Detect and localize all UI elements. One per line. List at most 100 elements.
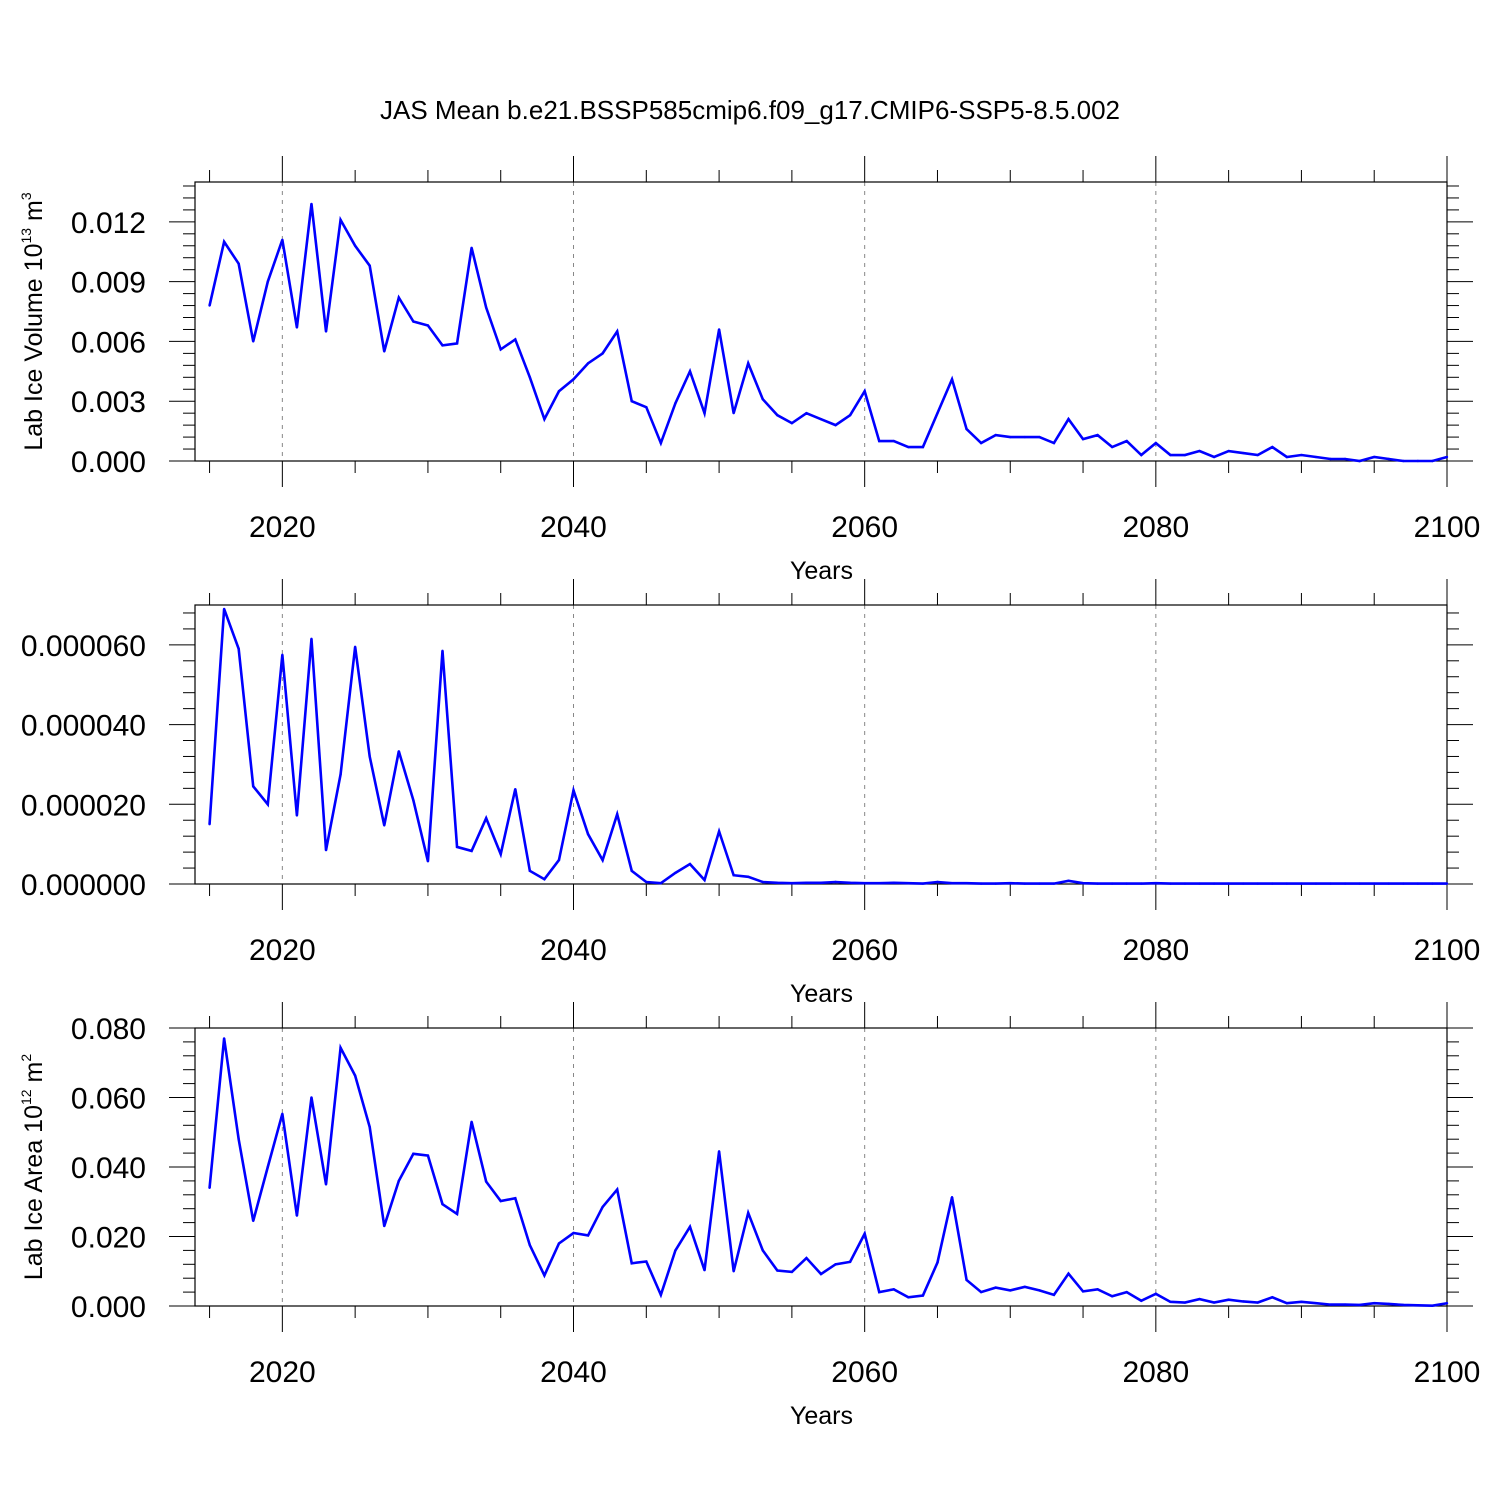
data-point	[994, 1286, 997, 1289]
data-point	[470, 246, 473, 249]
data-point	[222, 1037, 226, 1040]
data-point	[455, 1212, 459, 1216]
data-point	[921, 882, 925, 885]
data-point	[936, 1261, 939, 1264]
data-point	[615, 1188, 619, 1191]
data-point	[252, 340, 255, 343]
data-point	[1445, 1302, 1449, 1305]
data-point	[703, 878, 706, 882]
data-point	[732, 1270, 735, 1273]
data-point	[455, 342, 459, 345]
plot-frame	[194, 1027, 1448, 1307]
data-point	[484, 306, 488, 309]
series-line-volume	[208, 203, 1448, 463]
data-point	[1271, 1296, 1274, 1299]
data-point	[499, 348, 502, 351]
data-point	[1198, 1297, 1201, 1301]
data-point	[1052, 882, 1056, 885]
panel-thickness: 2020 2040 2060 2080 2100 0.000000 0.000020 0.00…	[21, 579, 1480, 1008]
data-point	[1402, 882, 1405, 885]
data-point	[1416, 882, 1420, 885]
data-point	[1285, 882, 1289, 885]
data-point	[1110, 882, 1114, 885]
data-point	[310, 1096, 313, 1099]
data-point	[761, 880, 764, 884]
data-point	[659, 441, 663, 445]
data-point	[703, 411, 706, 415]
data-point	[1081, 437, 1085, 441]
data-point	[848, 413, 852, 417]
data-point	[819, 417, 823, 421]
data-point	[1227, 882, 1230, 885]
data-point	[776, 413, 779, 417]
data-point	[747, 1211, 750, 1215]
data-point	[979, 1290, 983, 1294]
data-point	[1110, 445, 1114, 449]
data-point	[863, 1232, 866, 1235]
y-axis-label-sup1: 12	[18, 1089, 34, 1105]
data-point	[1402, 1303, 1405, 1307]
data-point	[601, 858, 604, 862]
data-point	[484, 817, 488, 820]
y-tick-label: 0.009	[71, 267, 146, 300]
y-axis-label: Lab Ice Volume 1013 m3	[18, 192, 48, 450]
data-point	[208, 1186, 211, 1190]
panel-area: 2020 2040 2060 2080 2100 0.000 0.020 0.040 0.060…	[18, 1002, 1480, 1430]
data-point	[543, 417, 546, 421]
data-point	[1241, 1300, 1245, 1303]
data-point	[834, 423, 837, 427]
y-tick-label: 0.020	[71, 1222, 146, 1255]
data-point	[892, 439, 895, 443]
data-point	[1271, 882, 1274, 885]
data-point	[1445, 882, 1449, 885]
data-point	[412, 799, 415, 802]
data-point	[645, 1260, 648, 1263]
y-axis-label: Lab Ice Area 1012 m2	[18, 1054, 48, 1281]
data-point	[1373, 455, 1376, 459]
data-point	[805, 881, 808, 885]
data-point	[878, 882, 881, 885]
data-point	[426, 324, 430, 327]
y-axis-label-text: Lab Ice Area 10	[20, 1105, 48, 1280]
data-point	[339, 1046, 342, 1050]
data-point	[1343, 457, 1347, 461]
data-point	[397, 296, 401, 299]
data-point	[1009, 1289, 1012, 1292]
data-point	[747, 875, 750, 879]
data-point	[1023, 435, 1027, 439]
data-point	[805, 1256, 808, 1260]
data-point	[339, 773, 342, 776]
data-point	[1183, 453, 1187, 457]
x-tick-label: 2040	[540, 511, 607, 544]
data-point	[470, 849, 473, 853]
data-point	[1038, 1289, 1041, 1292]
plot-frame	[194, 181, 1448, 462]
data-point	[1198, 882, 1201, 885]
data-point	[732, 411, 735, 415]
data-point	[1125, 882, 1128, 885]
data-point	[412, 1152, 415, 1155]
data-point	[645, 405, 648, 409]
data-point	[1271, 445, 1274, 449]
data-point	[586, 832, 590, 836]
data-point	[252, 785, 255, 788]
x-tick-label: 2080	[1122, 934, 1189, 967]
data-point	[1183, 1301, 1187, 1304]
data-point	[615, 813, 619, 816]
data-point	[1402, 459, 1405, 463]
data-point	[1256, 453, 1259, 457]
x-axis-label: Years	[790, 557, 853, 585]
data-point	[1009, 882, 1012, 885]
data-point	[979, 882, 983, 885]
data-point	[281, 1112, 284, 1116]
data-point	[907, 882, 910, 885]
data-point	[907, 1296, 910, 1299]
data-point	[1256, 1301, 1259, 1304]
data-point	[965, 882, 968, 885]
data-point	[1067, 1272, 1070, 1275]
data-point	[907, 445, 910, 449]
data-point	[426, 860, 430, 863]
data-point	[557, 390, 561, 393]
data-point	[1431, 459, 1434, 463]
data-point	[717, 1150, 721, 1153]
